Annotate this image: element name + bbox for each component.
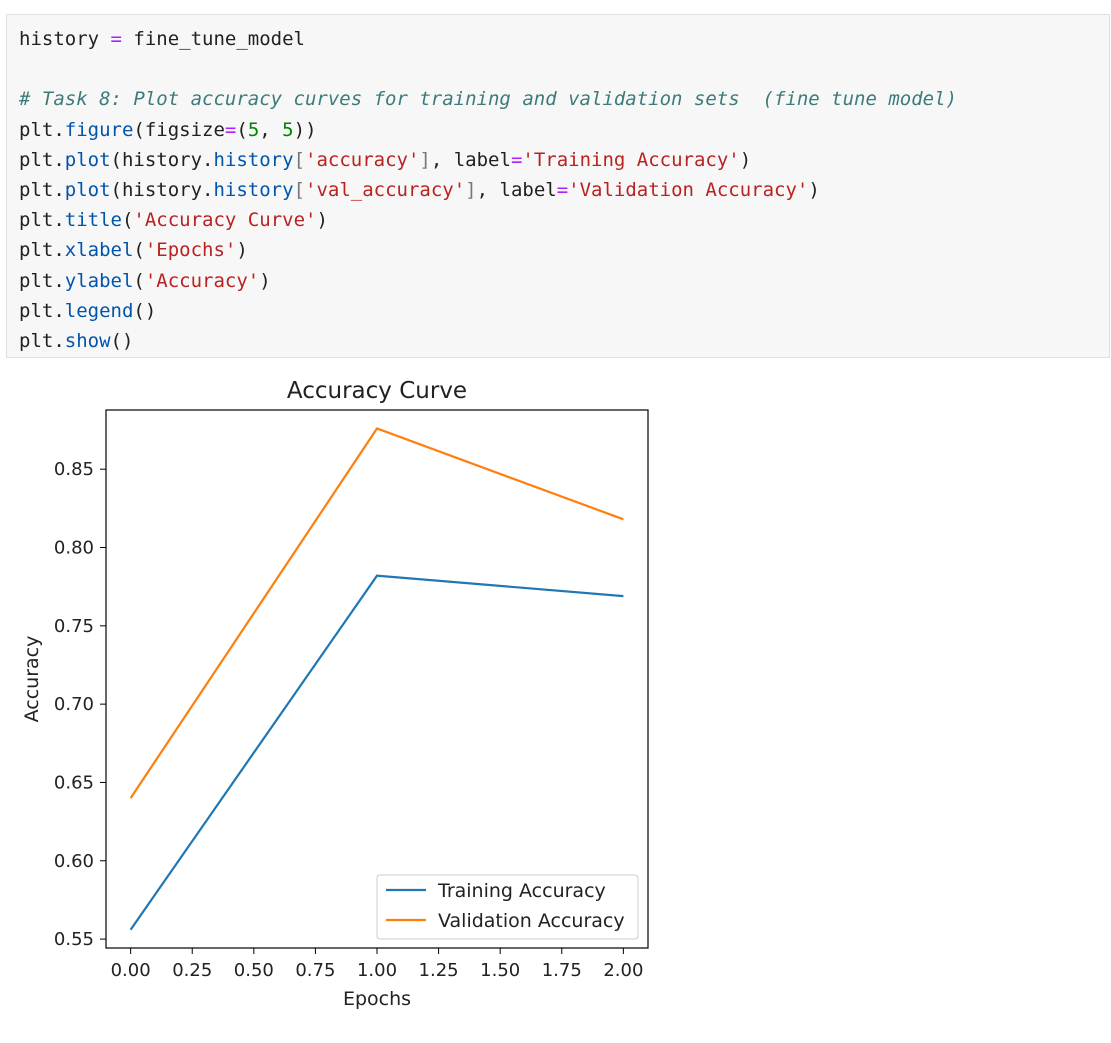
code-token: plt. — [19, 239, 65, 262]
code-token: ) — [808, 178, 820, 201]
code-token: 5 — [247, 118, 260, 141]
x-tick-label: 1.25 — [419, 960, 459, 981]
y-tick-label: 0.85 — [54, 459, 94, 480]
code-token: history — [213, 178, 294, 201]
code-token: ) — [739, 148, 752, 171]
code-token: plt. — [19, 269, 65, 292]
code-token: plt. — [19, 209, 65, 232]
plot-frame — [105, 409, 649, 949]
code-token: plot — [64, 178, 111, 201]
accuracy-chart: 0.00 0.25 0.50 0.75 1.00 1.25 1.50 1.75 2.00 0.55… — [21, 378, 649, 1010]
code-token: , label — [476, 178, 557, 201]
chart-title: Accuracy Curve — [287, 378, 467, 404]
code-line: plt.legend() — [19, 296, 957, 326]
code-token: ) — [316, 209, 328, 232]
x-tick-label: 2.00 — [603, 960, 643, 981]
code-token: 'Epochs' — [144, 239, 237, 262]
code-editor[interactable]: history = fine_tune_model # Task 8: Plot… — [19, 24, 957, 356]
y-axis-label: Accuracy — [21, 636, 43, 723]
code-token: )) — [293, 118, 317, 141]
code-token: legend — [64, 299, 134, 322]
y-tick-label: 0.75 — [54, 616, 94, 637]
code-token: ylabel — [64, 269, 134, 292]
code-token: ) — [259, 269, 271, 292]
code-token: = — [556, 178, 569, 201]
code-token: plt. — [19, 148, 65, 171]
code-line: plt.plot(history.history['val_accuracy']… — [19, 175, 957, 205]
code-token: figure — [64, 118, 134, 141]
code-token: history — [213, 148, 294, 171]
code-token: # Task 8: Plot accuracy curves for train… — [19, 88, 957, 111]
y-tick-label: 0.55 — [54, 929, 94, 950]
code-token: ( — [236, 118, 248, 141]
x-tick-label: 0.00 — [111, 960, 151, 981]
series-line-training — [129, 574, 624, 931]
code-token: 'Training Accuracy' — [522, 148, 740, 171]
x-tick-label: 1.75 — [542, 960, 582, 981]
code-token: = — [510, 148, 523, 171]
plot-background — [106, 410, 648, 948]
legend-label-validation: Validation Accuracy — [438, 910, 625, 932]
code-token: , label — [430, 148, 511, 171]
code-token: xlabel — [64, 239, 134, 262]
code-line: plt.xlabel('Epochs') — [19, 235, 957, 265]
code-line: plt.plot(history.history['accuracy'], la… — [19, 145, 957, 175]
code-token: 'accuracy' — [305, 148, 420, 171]
legend-box — [376, 874, 639, 940]
code-token: show — [64, 329, 111, 352]
code-token: ] — [465, 178, 477, 201]
code-token: () — [133, 299, 157, 322]
code-line: plt.show() — [19, 326, 957, 356]
y-tick-label: 0.80 — [54, 538, 94, 559]
code-token: plot — [64, 148, 111, 171]
code-token: 'Validation Accuracy' — [568, 178, 809, 201]
code-token: 5 — [282, 118, 294, 141]
x-tick-label: 0.75 — [295, 960, 335, 981]
code-line — [19, 54, 957, 84]
code-line: plt.figure(figsize=(5, 5)) — [19, 115, 957, 145]
code-token: ( — [133, 269, 145, 292]
code-token: , — [259, 118, 283, 141]
code-token: = — [110, 28, 122, 50]
y-tick-label: 0.60 — [54, 851, 94, 872]
code-token: plt. — [19, 329, 65, 352]
code-line: # Task 8: Plot accuracy curves for train… — [19, 84, 957, 114]
x-tick-label: 1.50 — [480, 960, 520, 981]
code-token: (history. — [110, 178, 214, 201]
legend-label-training: Training Accuracy — [437, 880, 606, 902]
code-token: [ — [293, 148, 306, 171]
y-tick-label: 0.70 — [54, 694, 94, 715]
series-line-validation — [129, 427, 624, 799]
x-tick-label: 1.00 — [357, 960, 397, 981]
code-token: 'Accuracy' — [144, 269, 260, 292]
code-token: ( — [133, 239, 145, 262]
code-token: ( — [121, 209, 134, 232]
code-line: plt.title('Accuracy Curve') — [19, 205, 957, 235]
code-token: ] — [419, 148, 431, 171]
code-token: () — [110, 329, 134, 352]
y-tick-label: 0.65 — [54, 772, 94, 793]
x-axis-label: Epochs — [343, 988, 411, 1010]
code-token: [ — [293, 178, 306, 201]
code-token: = — [224, 118, 237, 141]
code-token: title — [64, 209, 122, 232]
code-token: fine_tune_model — [121, 28, 305, 50]
code-token: plt. — [19, 118, 65, 141]
code-token: plt. — [19, 178, 65, 201]
code-line: plt.ylabel('Accuracy') — [19, 266, 957, 296]
output-area: 0.00 0.25 0.50 0.75 1.00 1.25 1.50 1.75 2.00 0.55… — [0, 360, 700, 1040]
code-token: history — [19, 28, 111, 50]
x-tick-label: 0.50 — [234, 960, 274, 981]
code-line: history = fine_tune_model — [19, 24, 957, 54]
code-token: ) — [236, 239, 248, 262]
code-token: (figsize — [133, 118, 225, 141]
x-tick-label: 0.25 — [172, 960, 212, 981]
legend: Training Accuracy Validation Accuracy — [376, 874, 639, 940]
code-cell[interactable]: history = fine_tune_model # Task 8: Plot… — [6, 14, 1110, 358]
code-token: 'val_accuracy' — [305, 178, 466, 201]
code-token: (history. — [110, 148, 214, 171]
code-token: plt. — [19, 299, 65, 322]
code-token: 'Accuracy Curve' — [133, 209, 317, 232]
